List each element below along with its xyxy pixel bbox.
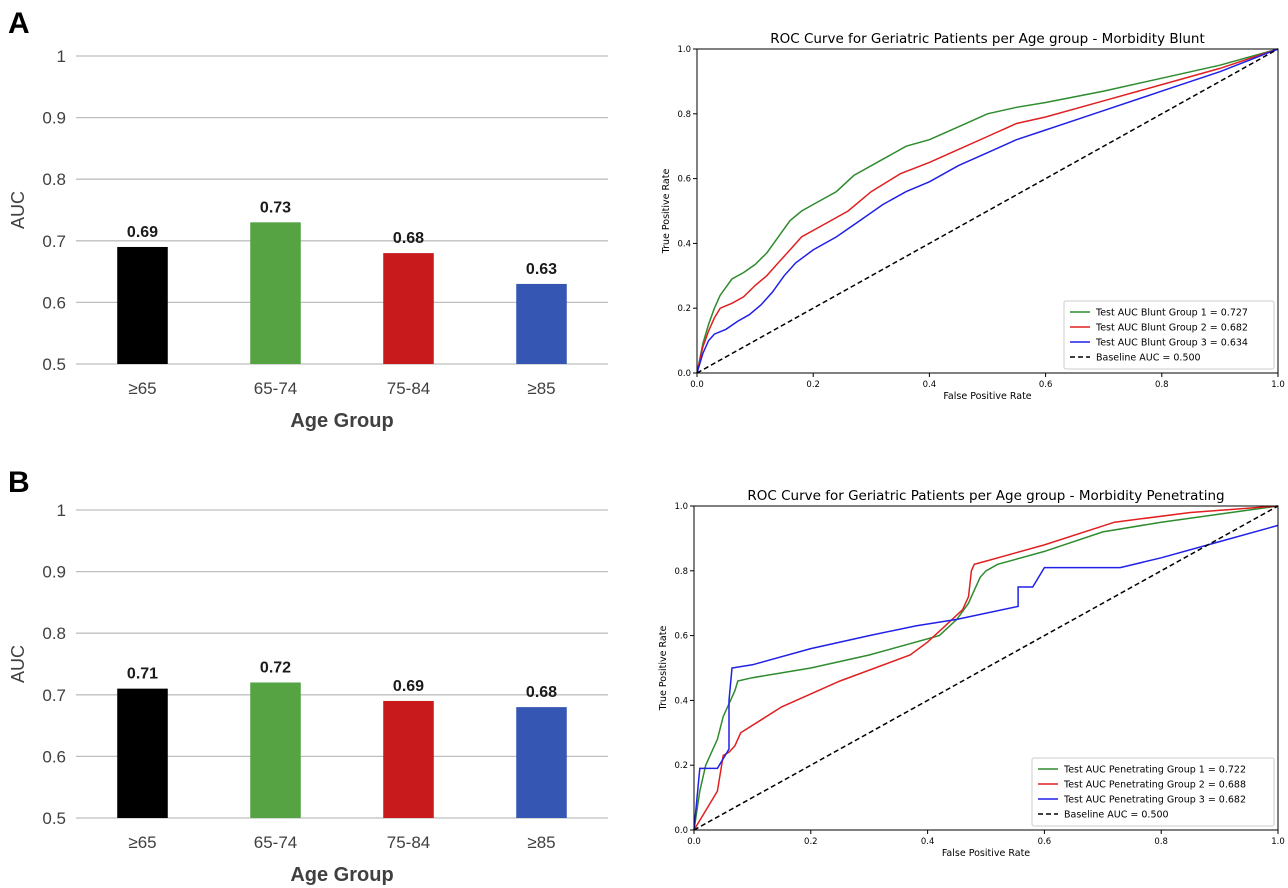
y-tick-label: 0.5	[42, 355, 66, 374]
roc-chart-b: 0.0 0.2 0.4 0.6 0.8 1.0 0.0 0.2 0.4 0.6 0.8 1.0 ROC …	[658, 488, 1285, 859]
y-axis-title: True Positive Rate	[661, 169, 672, 255]
x-tick-label: ≥85	[527, 379, 555, 398]
bar	[117, 688, 168, 818]
bar-value-label: 0.68	[526, 684, 557, 701]
bar	[250, 222, 301, 364]
x-tick-label: ≥65	[128, 379, 156, 398]
x-tick-label: 0.8	[1154, 837, 1168, 847]
roc-chart-a: 0.0 0.2 0.4 0.6 0.8 1.0 0.0 0.2 0.4 0.6 0.8 1.0 ROC …	[661, 31, 1285, 402]
x-axis-title: False Positive Rate	[943, 391, 1031, 402]
x-tick-label: 75-84	[387, 379, 430, 398]
plot-frame	[696, 48, 1279, 374]
legend-entry: Test AUC Penetrating Group 2 = 0.688	[1063, 780, 1246, 791]
x-tick-label: 0.6	[1039, 380, 1053, 390]
bar	[383, 253, 434, 364]
y-tick-label: 0.9	[42, 109, 66, 128]
x-axis-title: Age Group	[290, 864, 393, 886]
x-tick-label: 1.0	[1271, 380, 1285, 390]
y-tick-label: 0.6	[42, 293, 66, 312]
x-tick-label: 0.8	[1155, 380, 1169, 390]
panel-letter-b: B	[8, 466, 30, 499]
legend-box	[1031, 757, 1275, 827]
y-tick-label: 1.0	[674, 502, 688, 512]
y-tick-label: 0.0	[677, 369, 691, 379]
y-tick-label: 0.8	[42, 170, 66, 189]
y-tick-label: 0.7	[42, 686, 66, 705]
x-axis-title: Age Group	[290, 410, 393, 432]
roc-series-line	[693, 505, 1279, 831]
x-tick-label: 75-84	[387, 833, 430, 852]
y-axis-title: AUC	[8, 191, 28, 229]
x-tick-label: 1.0	[1271, 837, 1285, 847]
y-tick-label: 0.8	[674, 567, 688, 577]
bar-value-label: 0.72	[260, 659, 291, 676]
roc-series-line	[696, 48, 1279, 374]
roc-series-line	[693, 524, 1279, 831]
legend-entry: Test AUC Penetrating Group 3 = 0.682	[1063, 795, 1246, 806]
legend-entry: Test AUC Blunt Group 1 = 0.727	[1095, 308, 1248, 319]
x-tick-label: 0.2	[804, 837, 818, 847]
y-tick-label: 0.8	[677, 110, 691, 120]
y-tick-label: 1	[57, 47, 66, 66]
y-tick-label: 0.2	[677, 304, 691, 314]
plot-frame	[693, 505, 1279, 831]
x-tick-label: 0.0	[690, 380, 704, 390]
roc-series-line	[696, 48, 1279, 374]
legend-entry: Test AUC Blunt Group 3 = 0.634	[1095, 338, 1248, 349]
x-tick-label: 0.4	[921, 837, 935, 847]
y-tick-label: 0.6	[674, 632, 688, 642]
legend-entry: Test AUC Blunt Group 2 = 0.682	[1095, 323, 1248, 334]
bar	[516, 707, 567, 818]
legend-entry: Baseline AUC = 0.500	[1064, 810, 1169, 821]
y-tick-label: 0.6	[42, 747, 66, 766]
bar-chart-b: 0.5 0.6 0.7 0.8 0.9 1 0.71 ≥65 0.72 65-74 0.69 75-8…	[8, 501, 608, 886]
x-tick-label: 0.4	[923, 380, 937, 390]
bar	[250, 682, 301, 818]
x-axis-title: False Positive Rate	[942, 848, 1030, 859]
x-tick-label: ≥85	[527, 833, 555, 852]
roc-series-line	[693, 505, 1279, 831]
chart-title: ROC Curve for Geriatric Patients per Age…	[770, 31, 1205, 47]
y-axis-title: True Positive Rate	[658, 626, 669, 712]
legend-box	[1063, 300, 1275, 370]
bar	[383, 700, 434, 818]
bar-chart-a: 0.5 0.6 0.7 0.8 0.9 1 0.69 ≥65 0.73 65-74 0.68 75-8…	[8, 47, 608, 432]
y-tick-label: 0.4	[677, 239, 691, 249]
x-tick-label: 0.6	[1038, 837, 1052, 847]
y-tick-label: 0.6	[677, 175, 691, 185]
x-tick-label: 65-74	[254, 379, 297, 398]
y-tick-label: 0.9	[42, 563, 66, 582]
bar-value-label: 0.73	[260, 199, 291, 216]
roc-series-line	[696, 48, 1279, 374]
bar-value-label: 0.69	[127, 224, 158, 241]
y-tick-label: 0.7	[42, 232, 66, 251]
x-tick-label: 0.2	[806, 380, 820, 390]
x-tick-label: 65-74	[254, 833, 297, 852]
x-tick-label: ≥65	[128, 833, 156, 852]
roc-series-line	[696, 48, 1279, 374]
chart-title: ROC Curve for Geriatric Patients per Age…	[747, 488, 1224, 504]
y-tick-label: 0.8	[42, 624, 66, 643]
y-tick-label: 0.4	[674, 696, 688, 706]
bar-value-label: 0.71	[127, 666, 158, 683]
y-tick-label: 1	[57, 501, 66, 520]
panel-letter-a: A	[8, 7, 30, 40]
x-tick-label: 0.0	[687, 837, 701, 847]
bar-value-label: 0.69	[393, 678, 424, 695]
bar-value-label: 0.68	[393, 230, 424, 247]
y-tick-label: 1.0	[677, 45, 691, 55]
y-tick-label: 0.0	[674, 826, 688, 836]
y-axis-title: AUC	[8, 645, 28, 683]
legend-entry: Test AUC Penetrating Group 1 = 0.722	[1063, 765, 1246, 776]
bar	[516, 283, 567, 364]
bar	[117, 246, 168, 364]
legend-entry: Baseline AUC = 0.500	[1096, 353, 1201, 364]
y-tick-label: 0.5	[42, 809, 66, 828]
y-tick-label: 0.2	[674, 761, 688, 771]
bar-value-label: 0.63	[526, 261, 557, 278]
